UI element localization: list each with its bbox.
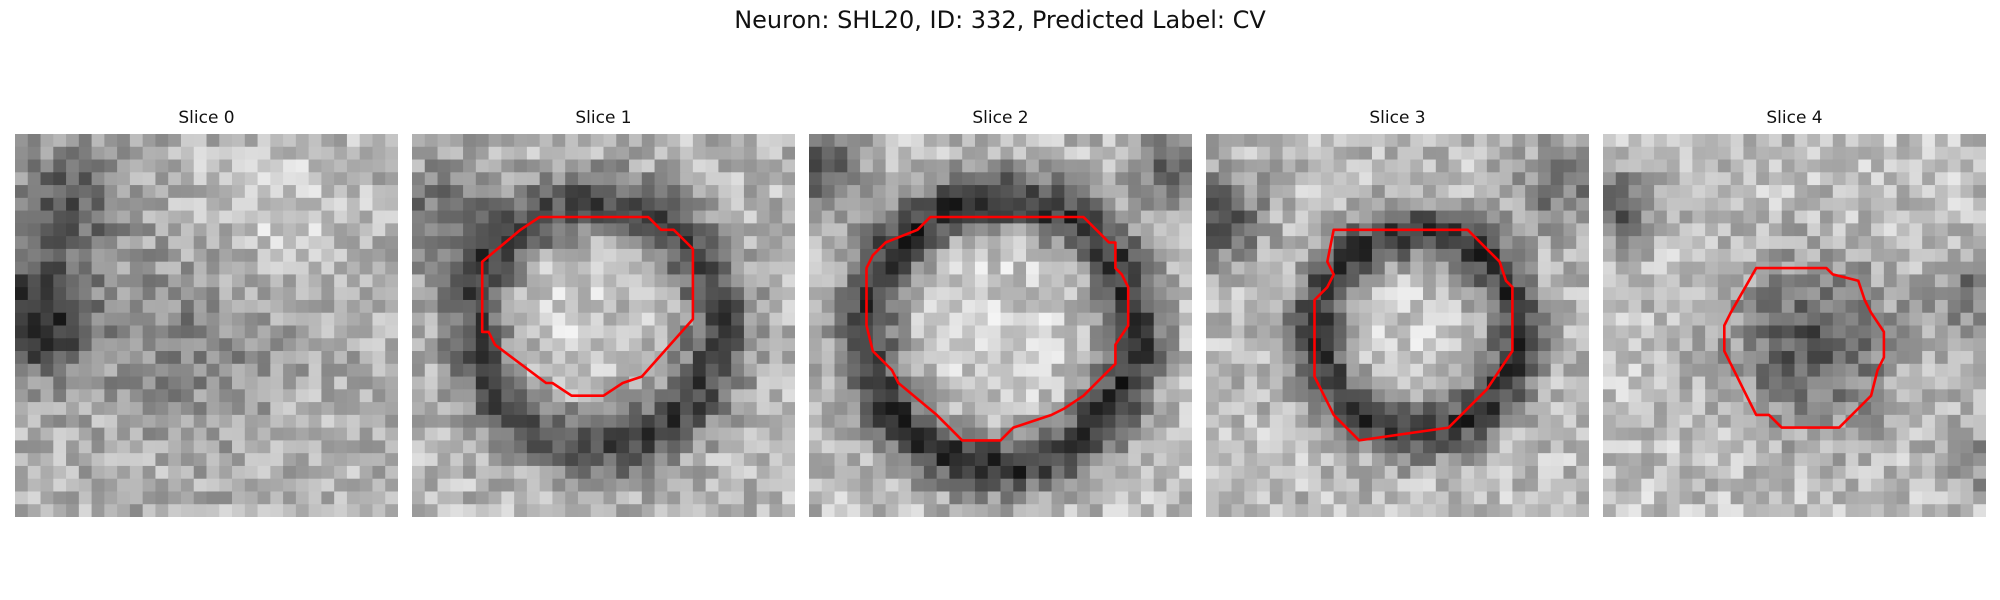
- neuron-outline-3: [1313, 228, 1514, 442]
- slice-title-0: Slice 0: [178, 108, 235, 128]
- slice-title-4: Slice 4: [1766, 108, 1823, 128]
- slice-title-3: Slice 3: [1369, 108, 1426, 128]
- figure-title: Neuron: SHL20, ID: 332, Predicted Label:…: [734, 6, 1266, 34]
- slice-image-4: [1603, 134, 1986, 517]
- slice-title-2: Slice 2: [972, 108, 1029, 128]
- slice-image-2: [809, 134, 1192, 517]
- neuron-outline-4: [1723, 266, 1886, 429]
- slice-image-0: [15, 134, 398, 517]
- slice-image-3: [1206, 134, 1589, 517]
- neuron-outline-2: [865, 215, 1130, 442]
- slice-title-1: Slice 1: [575, 108, 632, 128]
- neuron-outline-1: [480, 215, 695, 398]
- slice-image-1: [412, 134, 795, 517]
